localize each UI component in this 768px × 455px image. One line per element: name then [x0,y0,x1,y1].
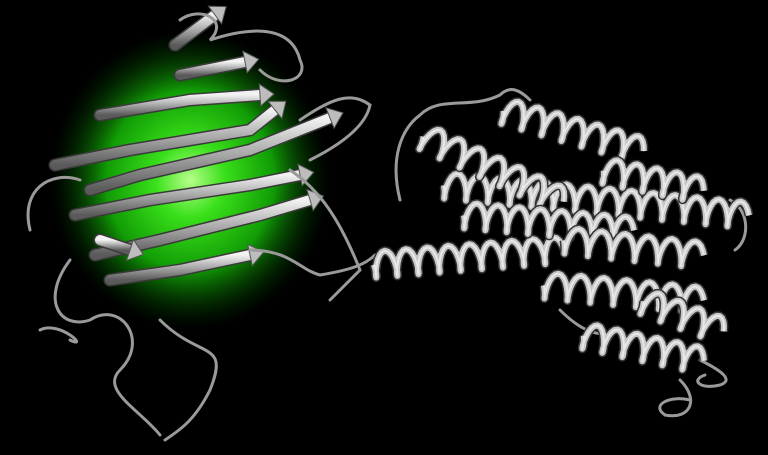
beta-strand [175,57,250,80]
loop [288,168,362,302]
loop [53,258,162,437]
strand-arrowhead [325,107,344,130]
helix-highlight [463,202,635,243]
beta-strand [95,235,135,255]
helix-highlight [601,159,705,201]
loops [26,12,748,442]
helix-highlight [581,324,705,371]
helix-highlight [639,292,725,338]
helix-highlight [543,272,705,313]
beta-strand [50,105,280,170]
beta-strand [95,90,265,120]
helix-highlight [418,128,566,206]
loop [394,88,532,202]
loop [158,318,218,442]
loop [178,12,304,83]
alpha-helices [369,97,754,375]
beta-barrel [48,5,344,287]
loop [298,96,372,162]
strand-arrowhead [267,100,287,120]
beta-strand [70,170,305,220]
strand-arrowhead [258,83,275,108]
helix-highlight [563,227,705,268]
beta-strand [105,250,255,285]
beta-strand [85,113,335,195]
strand-arrowhead [125,238,145,262]
loop [38,326,78,344]
loop [248,248,377,277]
helix-highlight [443,172,750,228]
beta-strand [170,10,220,50]
helix-highlight [500,100,645,160]
helix-highlight [373,236,565,279]
loop [658,378,693,418]
loop [696,358,728,388]
loop [26,175,82,232]
strand-arrowhead [242,50,260,74]
strand-arrowhead [207,5,227,25]
